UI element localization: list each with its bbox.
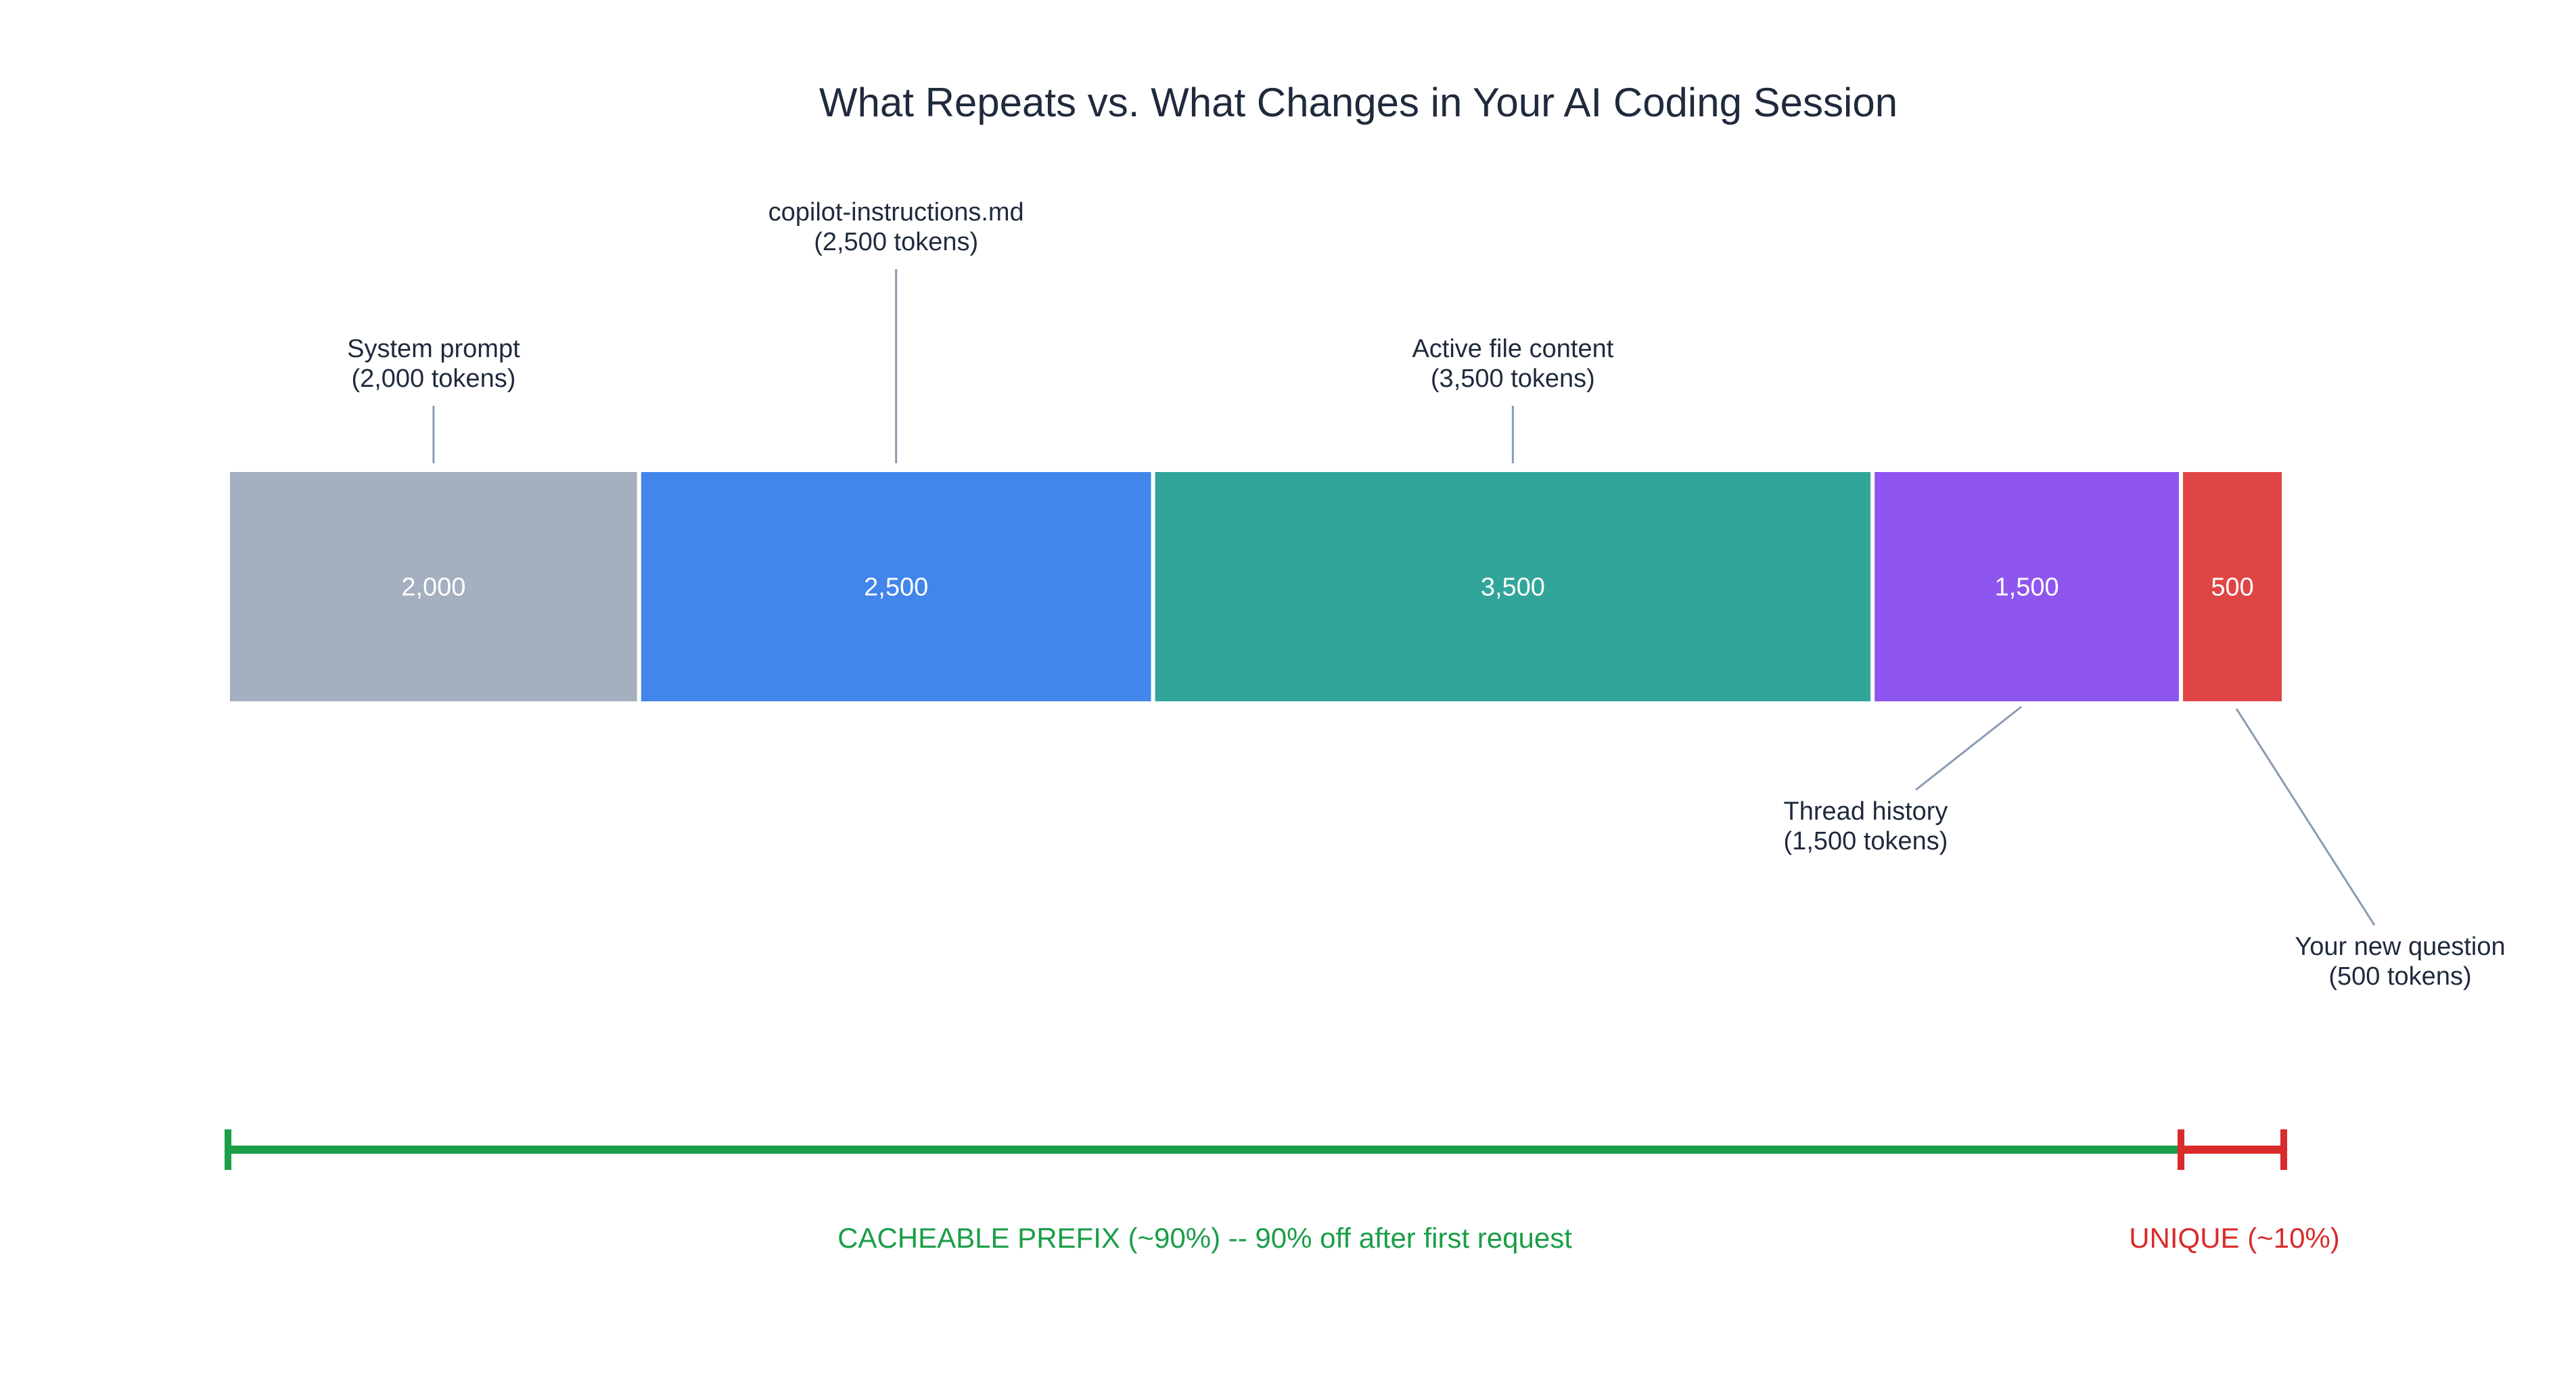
bar-segment-5 bbox=[2179, 468, 2286, 705]
bracket-label: CACHEABLE PREFIX (~90%) -- 90% off after… bbox=[837, 1222, 1572, 1254]
bracket-label: UNIQUE (~10%) bbox=[2129, 1222, 2340, 1254]
bar-segment-1 bbox=[226, 468, 641, 705]
chart-title: What Repeats vs. What Changes in Your AI… bbox=[819, 80, 1898, 125]
bar-value-label: 2,500 bbox=[864, 573, 928, 602]
leader-line bbox=[2235, 708, 2376, 926]
segment-labels: System prompt(2,000 tokens) copilot-instr… bbox=[347, 198, 2506, 991]
bar-value-label: 1,500 bbox=[1995, 573, 2059, 602]
leader-line bbox=[1915, 705, 2023, 791]
bar-segments: 2,000 2,500 3,500 1,500 500 bbox=[226, 468, 2286, 705]
segment-label-name: Your new question bbox=[2295, 933, 2505, 961]
brackets: CACHEABLE PREFIX (~90%) -- 90% off after… bbox=[225, 1129, 2340, 1254]
segment-label-name: Thread history bbox=[1784, 797, 1948, 826]
bar-value-label: 500 bbox=[2211, 573, 2253, 602]
segment-label-tokens: (3,500 tokens) bbox=[1431, 365, 1595, 393]
bar-segment-3 bbox=[1151, 468, 1875, 705]
bar-segment-2 bbox=[637, 468, 1155, 705]
bar-value-label: 3,500 bbox=[1481, 573, 1545, 602]
segment-label-tokens: (2,000 tokens) bbox=[351, 365, 515, 393]
segment-label-tokens: (2,500 tokens) bbox=[814, 228, 978, 256]
segment-label-tokens: (1,500 tokens) bbox=[1784, 827, 1948, 855]
segment-label-name: copilot-instructions.md bbox=[768, 198, 1024, 227]
bar-segment-4 bbox=[1870, 468, 2184, 705]
segment-label-name: Active file content bbox=[1412, 335, 1613, 363]
segment-label-tokens: (500 tokens) bbox=[2328, 962, 2471, 991]
bar-value-label: 2,000 bbox=[401, 573, 465, 602]
segment-label-name: System prompt bbox=[347, 335, 520, 363]
